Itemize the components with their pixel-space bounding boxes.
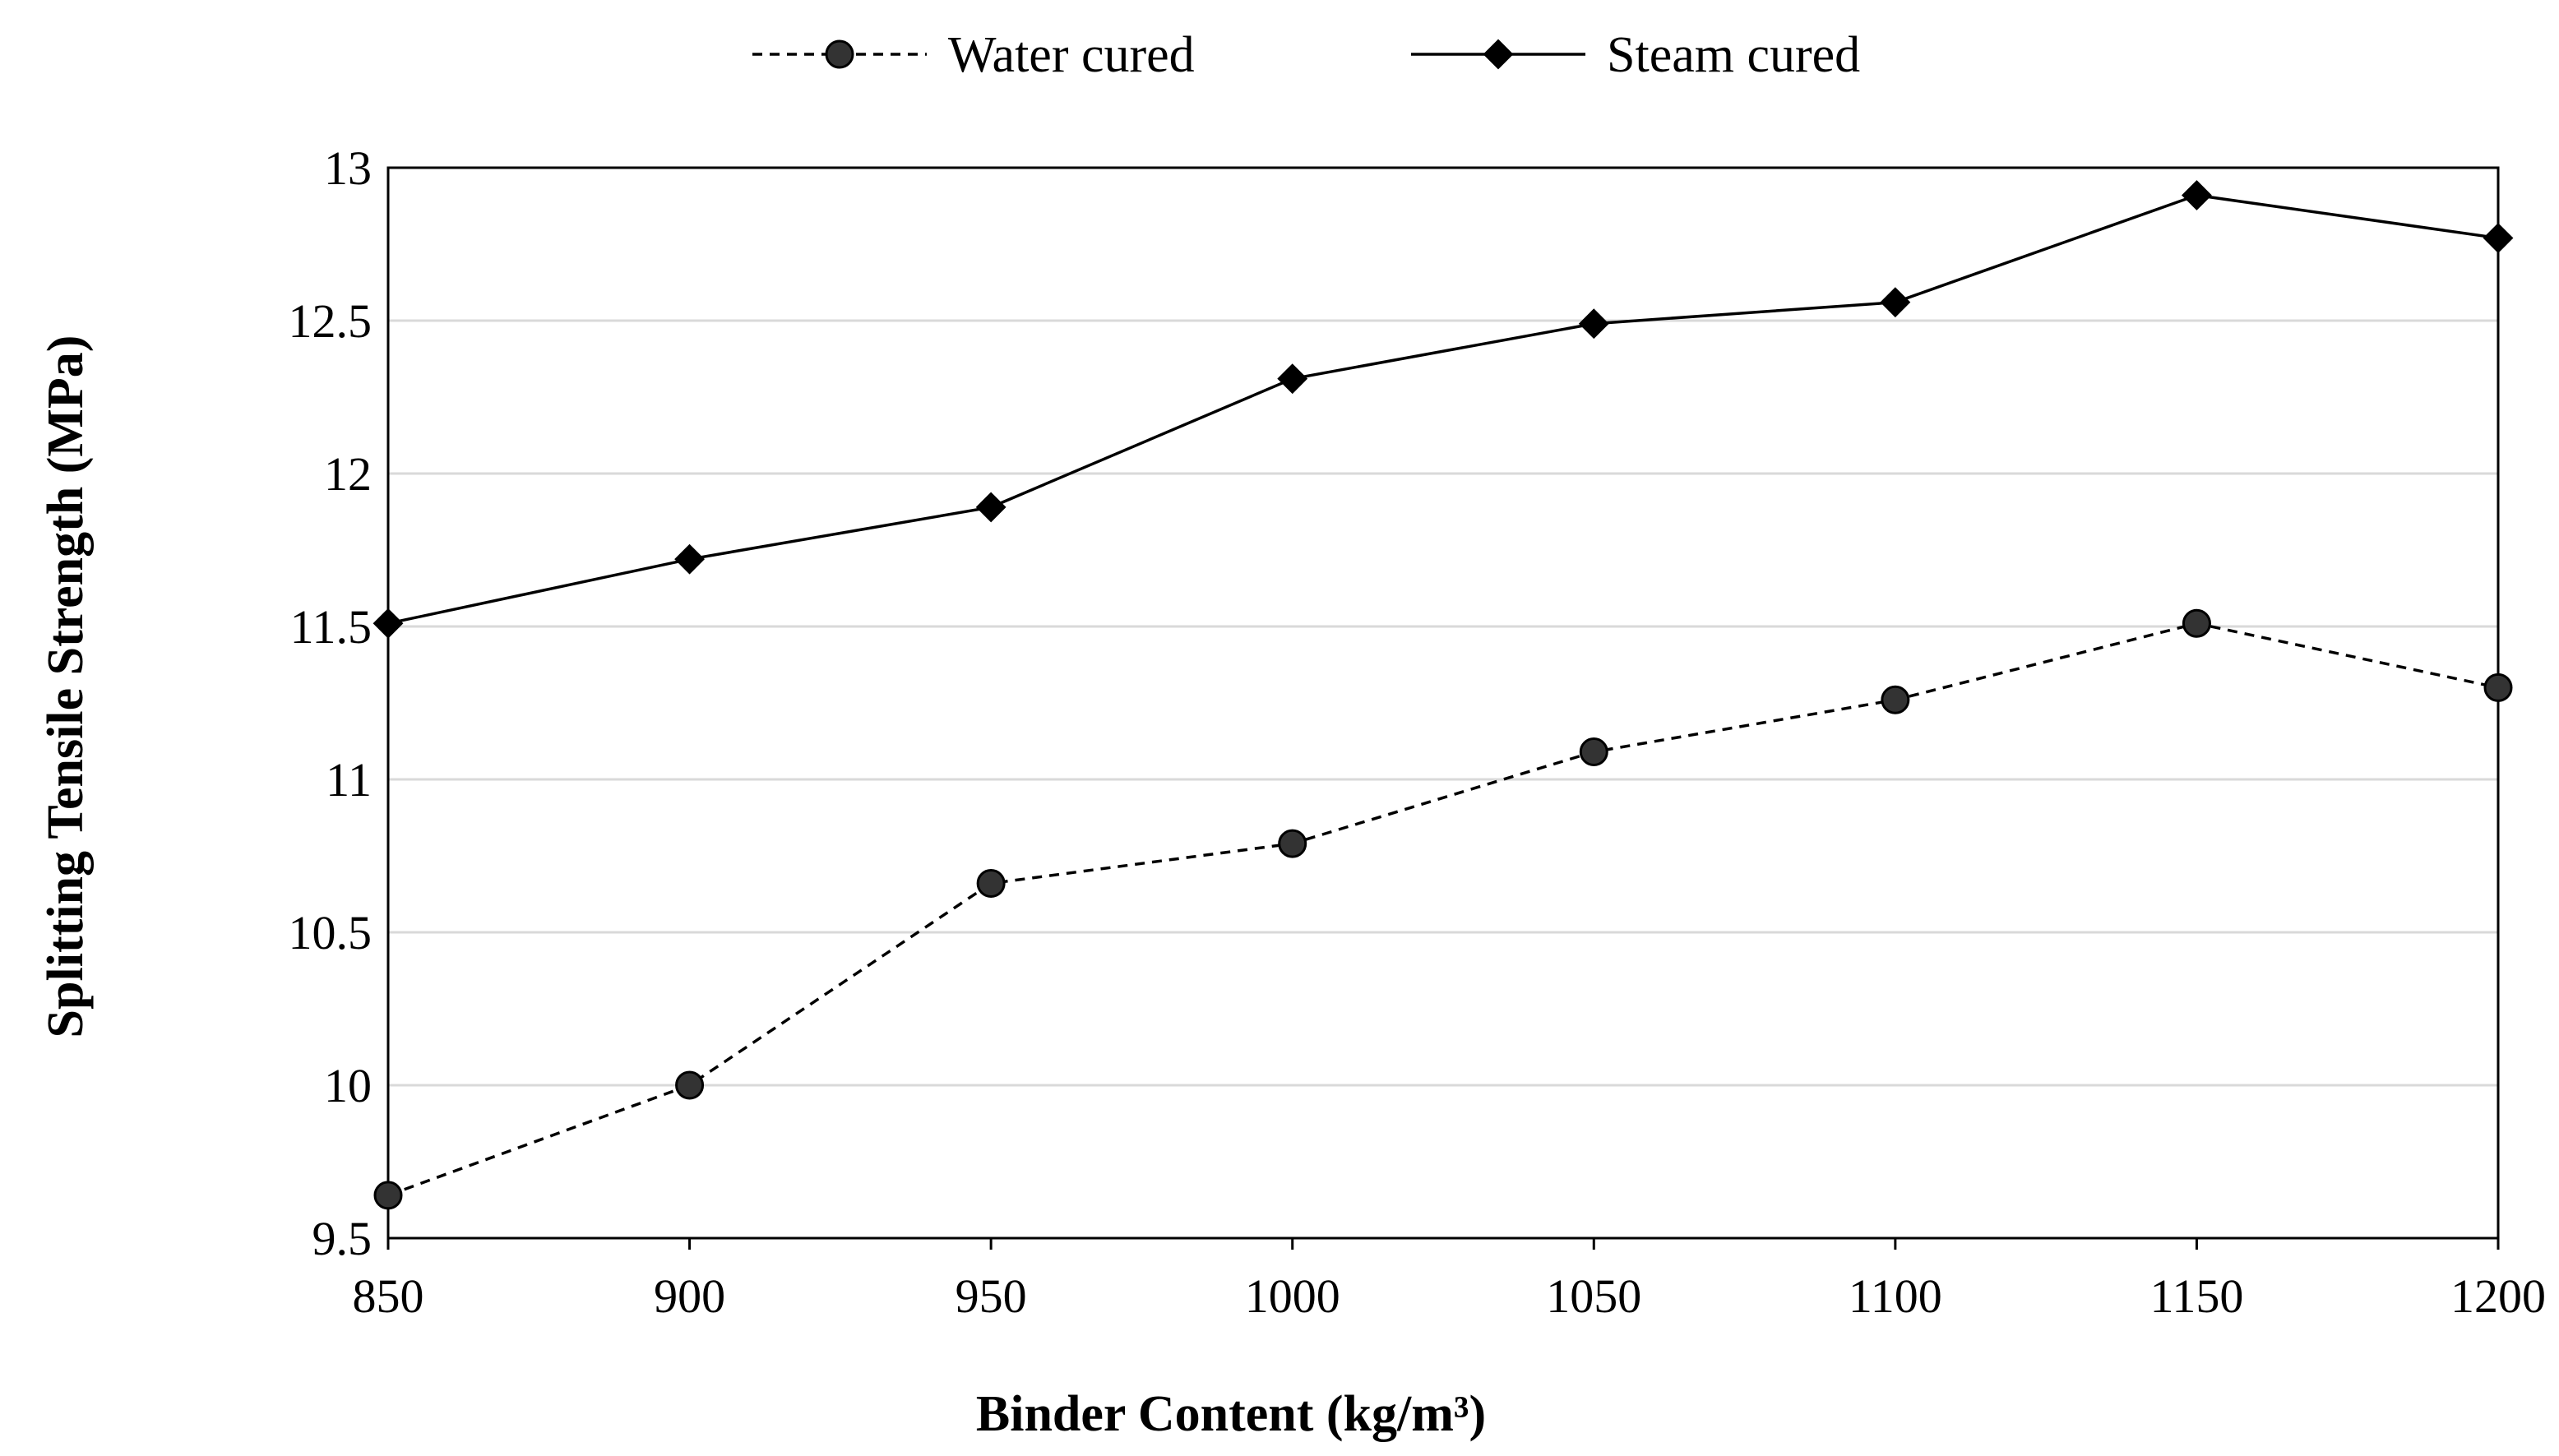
x-axis-title: Binder Content (kg/m³)	[976, 1386, 1486, 1442]
data-point-steam-cured-900	[674, 543, 705, 575]
data-point-steam-cured-850	[373, 608, 404, 639]
data-point-steam-cured-1050	[1578, 308, 1609, 340]
x-tick-label: 900	[654, 1269, 725, 1323]
data-point-water-cured-850	[373, 1181, 403, 1210]
y-tick-label: 10	[324, 1059, 372, 1112]
data-point-water-cured-1050	[1579, 737, 1608, 767]
data-point-steam-cured-1100	[1880, 287, 1911, 318]
legend-label-steam-cured: Steam cured	[1607, 27, 1860, 83]
data-point-water-cured-900	[675, 1070, 705, 1100]
data-point-steam-cured-1150	[2182, 180, 2212, 210]
y-tick-label: 11	[326, 753, 372, 807]
y-tick-label: 12	[324, 447, 372, 501]
data-point-steam-cured-1200	[2483, 223, 2514, 253]
series-steam-cured	[373, 180, 2514, 639]
x-tick-label: 1150	[2149, 1269, 2243, 1323]
y-tick-label: 9.5	[312, 1212, 373, 1265]
data-point-water-cured-1200	[2483, 673, 2513, 702]
y-tick-label: 13	[324, 141, 372, 195]
y-axis-ticks: 9.5 10 10.5 11 11.5 12 12.5 13	[289, 141, 373, 1265]
data-point-water-cured-1000	[1278, 829, 1307, 858]
gridlines	[388, 319, 2498, 1087]
y-tick-label: 12.5	[289, 294, 373, 348]
x-tick-label: 950	[956, 1269, 1027, 1323]
x-axis-ticks: 850 900 950 1000 1050 1100 1150 1200	[353, 1238, 2546, 1323]
legend: Water cured Steam cured	[752, 27, 1860, 83]
legend-marker-steam-cured	[1483, 39, 1514, 70]
y-tick-label: 11.5	[290, 600, 372, 654]
legend-item-steam-cured: Steam cured	[1411, 27, 1860, 83]
legend-label-water-cured: Water cured	[948, 27, 1195, 83]
x-tick-label: 1000	[1245, 1269, 1340, 1323]
series-water-cured	[373, 608, 2513, 1210]
series-group	[373, 180, 2514, 1210]
data-point-water-cured-1150	[2182, 608, 2211, 638]
x-tick-label: 1050	[1546, 1269, 1641, 1323]
data-point-water-cured-1100	[1881, 685, 1910, 714]
legend-item-water-cured: Water cured	[752, 27, 1195, 83]
data-point-water-cured-950	[976, 868, 1006, 898]
y-axis-title: Splitting Tensile Strength (MPa)	[38, 335, 94, 1038]
data-point-steam-cured-950	[975, 492, 1006, 523]
legend-marker-water-cured	[825, 39, 854, 69]
y-tick-label: 10.5	[289, 906, 373, 959]
x-tick-label: 1200	[2450, 1269, 2546, 1323]
x-tick-label: 850	[353, 1269, 424, 1323]
plot-area-frame	[386, 166, 2500, 1240]
series-line-water-cured	[387, 622, 2499, 1197]
series-line-steam-cured	[387, 193, 2499, 625]
x-tick-label: 1100	[1849, 1269, 1942, 1323]
data-point-steam-cured-1000	[1277, 363, 1308, 395]
